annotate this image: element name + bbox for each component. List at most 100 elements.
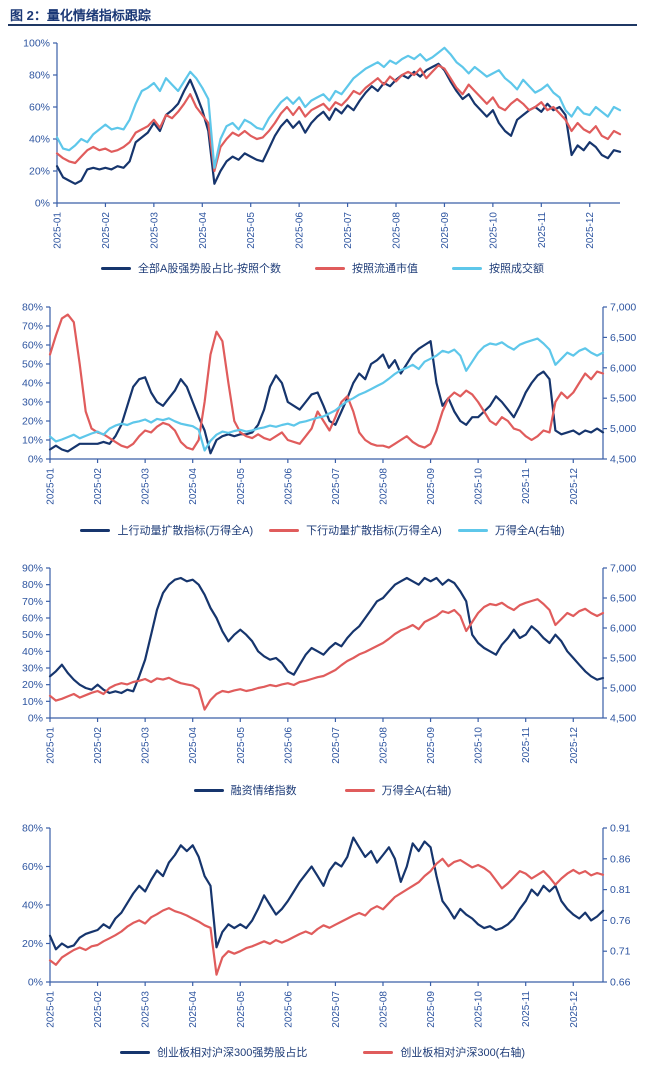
x-axis-label: 2025-01: [46, 991, 57, 1028]
right-axis-label: 5,000: [610, 683, 636, 695]
x-axis-label: 2025-10: [474, 991, 485, 1028]
chart-3-svg: 90% 80% 70% 60% 50% 40% 30% 20% 10% 0%2025-01 2025…: [22, 563, 636, 764]
legend-swatch: [457, 528, 488, 532]
legend-label: 万得全A(右轴): [494, 525, 565, 537]
left-axis-label: 0%: [28, 454, 43, 466]
x-axis-label: 2025-03: [149, 212, 160, 249]
x-axis-label: 2025-01: [46, 468, 57, 505]
series-line: [55, 64, 622, 173]
x-axis-label: 2025-04: [188, 468, 199, 505]
left-axis-label: 40%: [22, 646, 43, 658]
left-axis-label: 70%: [22, 596, 43, 608]
left-axis-label: 80%: [22, 302, 43, 314]
x-axis-label: 2025-02: [93, 727, 104, 764]
legend-label: 创业板相对沪深300强势股占比: [156, 1047, 308, 1059]
left-axis-label: 100%: [23, 38, 50, 50]
left-axis-label: 20%: [22, 416, 43, 428]
x-axis-label: 2025-08: [378, 468, 389, 505]
chart-4-legend: 创业板相对沪深300强势股占比 创业板相对沪深300(右轴): [0, 1044, 645, 1060]
right-axis-label: 7,000: [610, 563, 636, 575]
left-axis-label: 90%: [22, 563, 43, 575]
title-divider: [8, 24, 637, 26]
legend-item: 全部A股强势股占比-按照个数: [101, 260, 281, 276]
series-line: [48, 313, 605, 451]
series-line: [48, 598, 605, 711]
x-axis-label: 2025-05: [236, 468, 247, 505]
chart-4-svg: 80% 60% 40% 20% 0%2025-01 2025-02 2025-03 2025-…: [22, 823, 631, 1028]
x-axis-label: 2025-09: [426, 991, 437, 1028]
right-axis-label: 5,500: [610, 653, 636, 665]
left-axis-label: 40%: [22, 900, 43, 912]
x-axis-label: 2025-08: [378, 727, 389, 764]
right-axis-label: 0.76: [610, 915, 631, 927]
right-axis-label: 0.81: [610, 884, 631, 896]
series-line: [48, 337, 605, 452]
x-axis-label: 2025-06: [283, 727, 294, 764]
left-axis-label: 60%: [22, 861, 43, 873]
legend-swatch: [363, 1050, 394, 1054]
right-axis-label: 4,500: [610, 454, 636, 466]
x-axis-label: 2025-11: [521, 468, 532, 504]
x-axis-label: 2025-09: [426, 468, 437, 505]
legend-label: 上行动量扩散指标(万得全A): [117, 525, 254, 537]
x-axis-label: 2025-06: [283, 991, 294, 1028]
left-axis-label: 30%: [22, 663, 43, 675]
x-axis-label: 2025-01: [46, 727, 57, 764]
x-axis-label: 2025-09: [426, 727, 437, 764]
left-axis-label: 80%: [22, 579, 43, 591]
x-axis-label: 2025-08: [378, 991, 389, 1028]
series-line: [48, 340, 605, 455]
chart-3-legend: 融资情绪指数 万得全A(右轴): [0, 782, 645, 798]
left-axis-label: 20%: [22, 938, 43, 950]
figure-title: 图 2：量化情绪指标跟踪: [10, 8, 151, 23]
x-axis-label: 2025-03: [141, 468, 152, 505]
x-axis-label: 2025-02: [93, 991, 104, 1028]
series-line: [55, 62, 622, 185]
legend-swatch: [119, 1050, 150, 1054]
legend-item: 按照流通市值: [315, 260, 418, 276]
left-axis-label: 60%: [29, 102, 50, 114]
chart-2-svg: 80% 70% 60% 50% 40% 30% 20% 10% 0%2025-01 2025-02…: [22, 302, 636, 505]
x-axis-label: 2025-04: [188, 727, 199, 764]
left-axis-label: 10%: [22, 696, 43, 708]
left-axis-label: 20%: [22, 679, 43, 691]
left-axis-label: 40%: [22, 378, 43, 390]
left-axis-label: 50%: [22, 629, 43, 641]
x-axis-label: 2025-10: [488, 212, 499, 249]
x-axis-label: 2025-09: [440, 212, 451, 249]
legend-label: 按照流通市值: [352, 263, 418, 275]
right-axis-label: 4,500: [610, 713, 636, 725]
x-axis-label: 2025-07: [331, 468, 342, 505]
right-axis-label: 7,000: [610, 302, 636, 314]
legend-label: 下行动量扩散指标(万得全A): [306, 525, 442, 537]
x-axis-label: 2025-10: [474, 727, 485, 764]
left-axis-label: 80%: [29, 70, 50, 82]
right-axis-label: 0.91: [610, 823, 631, 835]
right-axis-label: 6,000: [610, 623, 636, 635]
legend-item: 创业板相对沪深300强势股占比: [119, 1044, 308, 1060]
left-axis-label: 20%: [29, 166, 50, 178]
left-axis-label: 80%: [22, 823, 43, 835]
right-axis-label: 6,000: [610, 362, 636, 374]
x-axis-label: 2025-12: [569, 468, 580, 505]
right-axis-label: 5,000: [610, 423, 636, 435]
right-axis-label: 5,500: [610, 393, 636, 405]
x-axis-label: 2025-11: [521, 727, 532, 763]
legend-item: 上行动量扩散指标(万得全A): [80, 522, 253, 538]
series-line: [48, 857, 605, 976]
left-axis-label: 70%: [22, 321, 43, 333]
left-axis-label: 60%: [22, 613, 43, 625]
chart-1-legend: 全部A股强势股占比-按照个数 按照流通市值 按照成交额: [0, 260, 645, 276]
x-axis-label: 2025-10: [474, 468, 485, 505]
x-axis-label: 2025-01: [53, 212, 64, 249]
legend-swatch: [80, 528, 111, 532]
x-axis-label: 2025-12: [569, 727, 580, 764]
right-axis-label: 0.86: [610, 853, 631, 865]
legend-label: 按照成交额: [489, 263, 544, 275]
chart-2-legend: 上行动量扩散指标(万得全A) 下行动量扩散指标(万得全A) 万得全A(右轴): [0, 522, 645, 538]
x-axis-label: 2025-12: [585, 212, 596, 249]
x-axis-label: 2025-05: [236, 991, 247, 1028]
left-axis-label: 60%: [22, 340, 43, 352]
right-axis-label: 6,500: [610, 593, 636, 605]
legend-swatch: [344, 788, 375, 792]
